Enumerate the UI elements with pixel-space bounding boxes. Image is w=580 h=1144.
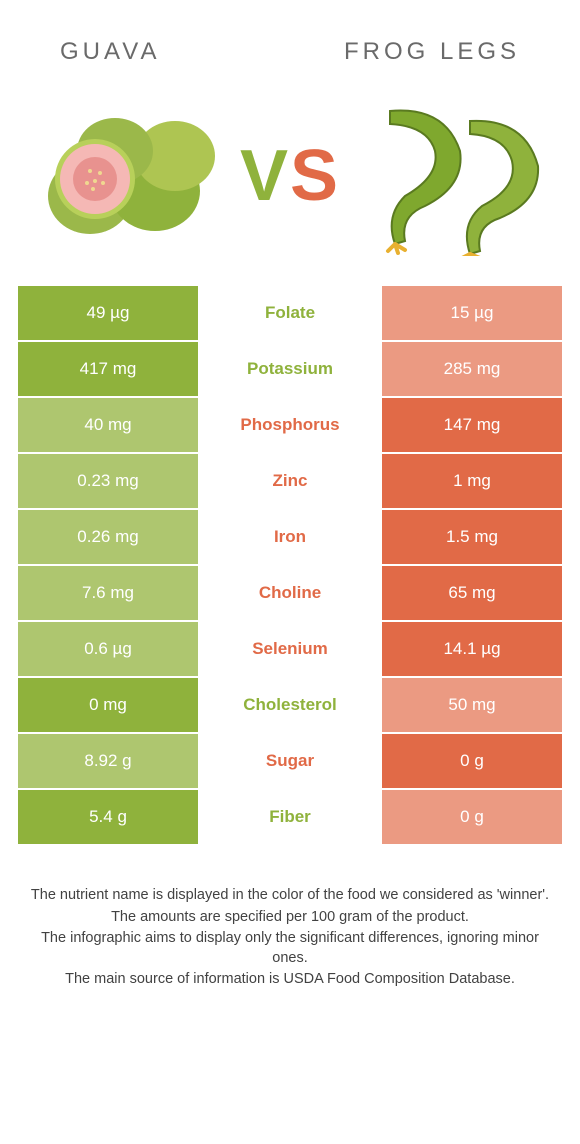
value-right: 65 mg: [382, 566, 562, 620]
table-row: 7.6 mgCholine65 mg: [18, 566, 562, 622]
footer-line: The nutrient name is displayed in the co…: [22, 886, 558, 906]
frog-legs-image: [350, 96, 550, 256]
value-right: 0 g: [382, 734, 562, 788]
vs-label: VS: [240, 135, 340, 217]
nutrient-label: Sugar: [198, 734, 382, 788]
table-row: 417 mgPotassium285 mg: [18, 342, 562, 398]
footer-line: The amounts are specified per 100 gram o…: [22, 908, 558, 928]
table-row: 0.26 mgIron1.5 mg: [18, 510, 562, 566]
value-right: 50 mg: [382, 678, 562, 732]
value-right: 1 mg: [382, 454, 562, 508]
value-left: 0.23 mg: [18, 454, 198, 508]
value-left: 8.92 g: [18, 734, 198, 788]
title-right: Frog legs: [344, 38, 520, 66]
table-row: 40 mgPhosphorus147 mg: [18, 398, 562, 454]
nutrient-label: Choline: [198, 566, 382, 620]
footer-line: The infographic aims to display only the…: [22, 929, 558, 968]
guava-image: [30, 96, 230, 256]
footer-notes: The nutrient name is displayed in the co…: [0, 846, 580, 990]
nutrient-label: Folate: [198, 286, 382, 340]
comparison-table: 49 µgFolate15 µg417 mgPotassium285 mg40 …: [0, 286, 580, 846]
table-row: 49 µgFolate15 µg: [18, 286, 562, 342]
value-left: 40 mg: [18, 398, 198, 452]
value-left: 0.26 mg: [18, 510, 198, 564]
value-left: 417 mg: [18, 342, 198, 396]
nutrient-label: Selenium: [198, 622, 382, 676]
table-row: 5.4 gFiber0 g: [18, 790, 562, 846]
value-left: 0.6 µg: [18, 622, 198, 676]
value-right: 15 µg: [382, 286, 562, 340]
table-row: 0 mgCholesterol50 mg: [18, 678, 562, 734]
nutrient-label: Cholesterol: [198, 678, 382, 732]
nutrient-label: Potassium: [198, 342, 382, 396]
nutrient-label: Zinc: [198, 454, 382, 508]
value-right: 14.1 µg: [382, 622, 562, 676]
title-left: Guava: [60, 38, 160, 66]
table-row: 0.23 mgZinc1 mg: [18, 454, 562, 510]
header: Guava Frog legs: [0, 0, 580, 76]
nutrient-label: Phosphorus: [198, 398, 382, 452]
nutrient-label: Fiber: [198, 790, 382, 844]
value-right: 147 mg: [382, 398, 562, 452]
table-row: 8.92 gSugar0 g: [18, 734, 562, 790]
value-left: 5.4 g: [18, 790, 198, 844]
value-right: 0 g: [382, 790, 562, 844]
value-right: 285 mg: [382, 342, 562, 396]
value-left: 0 mg: [18, 678, 198, 732]
footer-line: The main source of information is USDA F…: [22, 970, 558, 990]
nutrient-label: Iron: [198, 510, 382, 564]
table-row: 0.6 µgSelenium14.1 µg: [18, 622, 562, 678]
value-right: 1.5 mg: [382, 510, 562, 564]
value-left: 7.6 mg: [18, 566, 198, 620]
value-left: 49 µg: [18, 286, 198, 340]
hero: VS: [0, 76, 580, 286]
